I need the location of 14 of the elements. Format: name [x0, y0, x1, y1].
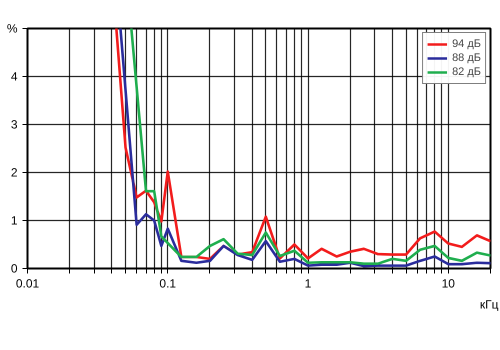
y-tick-label: 2 [10, 166, 18, 180]
legend-label: 88 дБ [452, 51, 481, 65]
y-tick-label: 0 [10, 262, 18, 276]
x-tick-label: 0.1 [159, 276, 176, 290]
x-tick-label: 1 [304, 276, 312, 290]
x-axis-title: кГц [480, 298, 499, 312]
legend-label: 94 дБ [452, 37, 481, 51]
y-tick-label: 4 [10, 70, 18, 84]
y-tick-label: % [6, 22, 18, 36]
legend-label: 82 дБ [452, 65, 481, 79]
y-tick-label: 3 [10, 118, 18, 132]
x-tick-label: 0.01 [16, 276, 40, 290]
y-tick-label: 1 [10, 214, 18, 228]
x-tick-label: 10 [442, 276, 456, 290]
